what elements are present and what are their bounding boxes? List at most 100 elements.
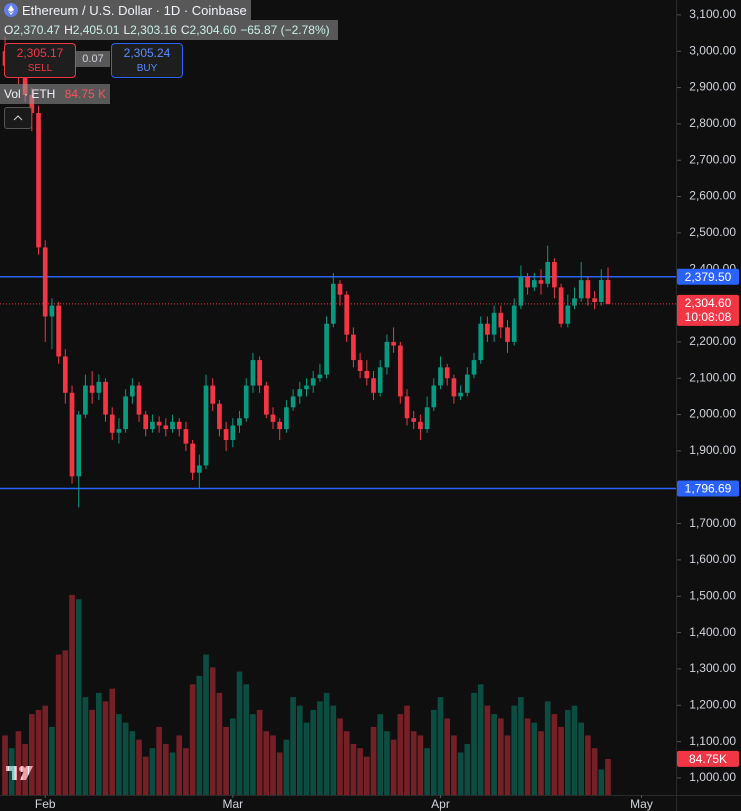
- candle-body: [150, 421, 155, 430]
- volume-bar: [444, 718, 451, 795]
- y-tick-label: 1,500.00: [689, 588, 736, 602]
- collapse-button[interactable]: [4, 107, 32, 129]
- candle-body: [69, 392, 75, 477]
- volume-bar: [196, 675, 203, 795]
- volume-bar: [598, 769, 605, 795]
- volume-legend-value: 84.75 K: [64, 87, 107, 101]
- candle-body: [572, 298, 577, 306]
- buy-label: BUY: [136, 63, 158, 74]
- volume-bar: [283, 739, 290, 795]
- volume-bar: [96, 692, 102, 795]
- price-label: 1,796.69: [685, 482, 732, 496]
- candle-body: [505, 327, 510, 342]
- candle-body: [183, 429, 189, 444]
- candle-body: [136, 385, 142, 415]
- sell-button[interactable]: 2,305.17 SELL: [4, 43, 76, 78]
- y-tick-label: 2,600.00: [689, 189, 736, 203]
- volume-bar: [216, 692, 223, 795]
- volume-bar: [276, 752, 283, 795]
- volume-bar: [544, 701, 551, 795]
- volume-bar: [370, 726, 377, 795]
- x-tick-label: May: [630, 797, 653, 811]
- price-label-box: [677, 268, 739, 285]
- volume-bar: [357, 748, 363, 795]
- chevron-icon: [13, 115, 23, 121]
- candle-body: [210, 385, 216, 404]
- y-tick-label: 1,400.00: [689, 625, 736, 639]
- candle-body: [304, 385, 309, 390]
- volume-bar: [102, 701, 109, 795]
- volume-bar: [491, 714, 497, 795]
- candle-body: [404, 396, 410, 419]
- volume-bar: [585, 735, 591, 795]
- x-tick-label: Mar: [222, 797, 243, 811]
- volume-bar: [417, 735, 424, 795]
- volume-label: 84.75K: [689, 752, 727, 766]
- volume-bar: [410, 731, 417, 795]
- y-tick-label: 2,900.00: [689, 80, 736, 94]
- volume-bar: [296, 705, 303, 795]
- candle-body: [438, 367, 443, 386]
- candle-body: [565, 305, 571, 324]
- candle-body: [471, 360, 477, 375]
- candle-body: [250, 360, 256, 386]
- volume-bar: [82, 697, 89, 795]
- candle-body: [371, 378, 376, 393]
- candle-body: [498, 312, 504, 328]
- symbol-header: Ethereum / U.S. Dollar · 1D · Coinbase: [0, 0, 251, 20]
- countdown-label: 10:08:08: [685, 310, 732, 324]
- candle-body: [545, 261, 551, 284]
- volume-bar: [243, 684, 250, 795]
- candle-body: [196, 465, 202, 473]
- volume-bar: [337, 718, 343, 795]
- sell-label: SELL: [27, 63, 53, 74]
- volume-bar: [578, 722, 585, 795]
- volume-bar: [310, 709, 317, 795]
- volume-bar: [156, 726, 162, 795]
- candle-body: [203, 385, 209, 466]
- volume-bar: [524, 718, 531, 795]
- y-tick-label: 1,700.00: [689, 516, 736, 530]
- candle-body: [103, 381, 108, 415]
- volume-bar: [477, 684, 484, 795]
- ohlc-key: L: [123, 23, 131, 37]
- y-tick-label: 3,000.00: [689, 43, 736, 57]
- volume-bar: [189, 684, 196, 795]
- candles: [2, 36, 611, 508]
- candle-body: [384, 341, 390, 368]
- volume-bar: [330, 705, 337, 795]
- candle-body: [531, 280, 537, 288]
- volume-label-box: [677, 750, 739, 767]
- volume-bar: [591, 748, 598, 795]
- volume-bar: [531, 722, 538, 795]
- volume-bar: [256, 709, 263, 795]
- y-tick-label: 2,000.00: [689, 407, 736, 421]
- volume-bar: [464, 743, 471, 795]
- candle-body: [485, 323, 490, 335]
- candle-body: [257, 360, 262, 386]
- candle-body: [324, 323, 329, 375]
- volume-bar: [15, 731, 22, 795]
- candle-body: [592, 298, 597, 302]
- candle-body: [243, 385, 249, 419]
- buy-button[interactable]: 2,305.24 BUY: [111, 43, 183, 78]
- sell-price: 2,305.17: [16, 46, 64, 60]
- volume-bar: [250, 714, 256, 795]
- volume-bar: [69, 595, 75, 795]
- volume-bar: [290, 697, 296, 795]
- candle-body: [424, 407, 430, 430]
- volume-bar: [397, 714, 404, 795]
- candle-body: [464, 374, 470, 393]
- volume-bar: [129, 731, 136, 795]
- y-tick-label: 2,500.00: [689, 225, 736, 239]
- ohlc-value: 2,304.60: [189, 23, 237, 37]
- candle-body: [451, 378, 457, 397]
- volume-bar: [149, 748, 156, 795]
- candle-body: [36, 113, 41, 248]
- candle-body: [552, 261, 557, 288]
- volume-bar: [538, 731, 544, 795]
- y-tick-label: 1,600.00: [689, 552, 736, 566]
- candle-body: [123, 396, 128, 430]
- volume-bar: [484, 705, 491, 795]
